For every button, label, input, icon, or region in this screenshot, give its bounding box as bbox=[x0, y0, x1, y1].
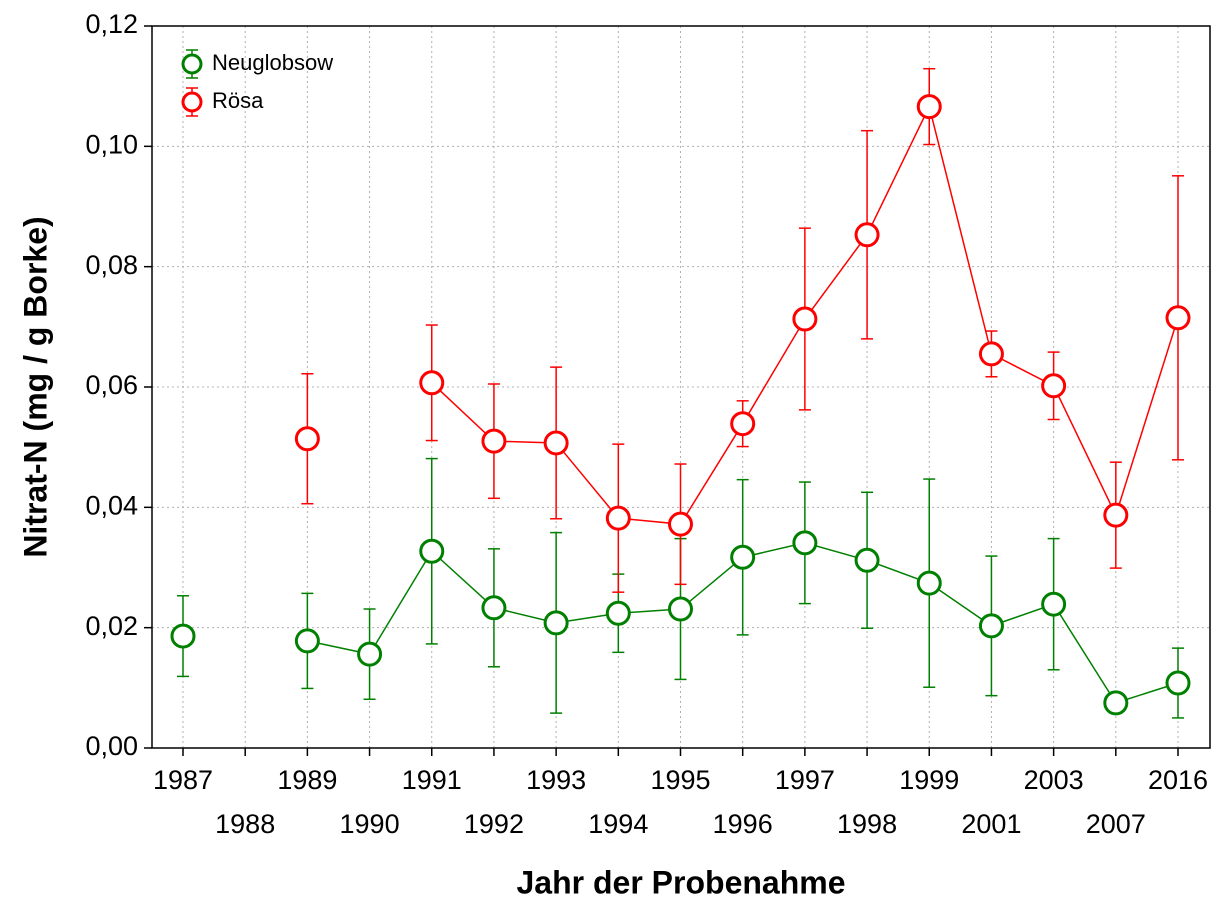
data-point bbox=[792, 530, 818, 556]
data-point bbox=[543, 430, 569, 456]
data-point bbox=[294, 426, 320, 452]
data-point bbox=[419, 370, 445, 396]
x-tick-label: 1992 bbox=[464, 809, 524, 839]
y-tick-label: 0,02 bbox=[85, 611, 138, 641]
data-point bbox=[978, 341, 1004, 367]
data-point bbox=[978, 613, 1004, 639]
data-point bbox=[1103, 502, 1129, 528]
x-tick-label: 2007 bbox=[1086, 809, 1146, 839]
data-point bbox=[854, 222, 880, 248]
data-point bbox=[916, 570, 942, 596]
data-point bbox=[668, 511, 693, 537]
y-tick-label: 0,08 bbox=[85, 250, 138, 280]
data-point bbox=[1165, 305, 1191, 331]
x-tick-label: 1988 bbox=[215, 809, 275, 839]
data-point bbox=[1041, 591, 1067, 617]
data-point bbox=[730, 411, 756, 437]
data-point bbox=[481, 428, 507, 454]
x-axis-title: Jahr der Probenahme bbox=[517, 864, 846, 900]
data-point bbox=[481, 595, 507, 621]
data-point bbox=[1041, 373, 1067, 399]
x-tick-label: 1994 bbox=[588, 809, 648, 839]
data-point bbox=[543, 610, 569, 636]
x-tick-label: 1996 bbox=[713, 809, 773, 839]
plot-frame bbox=[151, 25, 1211, 749]
legend-marker bbox=[181, 53, 203, 75]
x-tick-label: 1995 bbox=[650, 765, 710, 795]
data-point bbox=[1165, 670, 1191, 696]
data-point bbox=[605, 505, 631, 531]
x-tick-label: 1993 bbox=[526, 765, 586, 795]
x-tick-label: 2001 bbox=[961, 809, 1021, 839]
y-axis-title: Nitrat-N (mg / g Borke) bbox=[17, 216, 53, 557]
y-tick-label: 0,12 bbox=[85, 9, 138, 39]
x-tick-label: 1991 bbox=[402, 765, 462, 795]
data-point bbox=[854, 547, 880, 573]
data-point bbox=[668, 596, 693, 622]
data-point bbox=[792, 306, 818, 332]
data-point bbox=[730, 544, 756, 570]
data-point bbox=[419, 538, 445, 564]
data-point bbox=[916, 94, 942, 120]
x-tick-label: 1998 bbox=[837, 809, 897, 839]
y-tick-label: 0,04 bbox=[85, 490, 138, 520]
x-tick-label: 1997 bbox=[775, 765, 835, 795]
y-tick-label: 0,10 bbox=[85, 129, 138, 159]
x-tick-label: 1990 bbox=[340, 809, 400, 839]
legend-label: Rösa bbox=[212, 88, 264, 113]
data-point bbox=[357, 641, 383, 667]
y-tick-label: 0,00 bbox=[85, 731, 138, 761]
x-tick-label: 2016 bbox=[1148, 765, 1208, 795]
data-point bbox=[170, 623, 196, 649]
data-point bbox=[1103, 690, 1129, 716]
x-tick-label: 1999 bbox=[899, 765, 959, 795]
legend-label: Neuglobsow bbox=[212, 50, 333, 75]
x-tick-label: 2003 bbox=[1024, 765, 1084, 795]
data-point bbox=[294, 628, 320, 654]
y-tick-label: 0,06 bbox=[85, 370, 138, 400]
x-tick-label: 1989 bbox=[277, 765, 337, 795]
x-tick-label: 1987 bbox=[153, 765, 213, 795]
legend-marker bbox=[181, 91, 203, 113]
data-point bbox=[605, 600, 631, 626]
